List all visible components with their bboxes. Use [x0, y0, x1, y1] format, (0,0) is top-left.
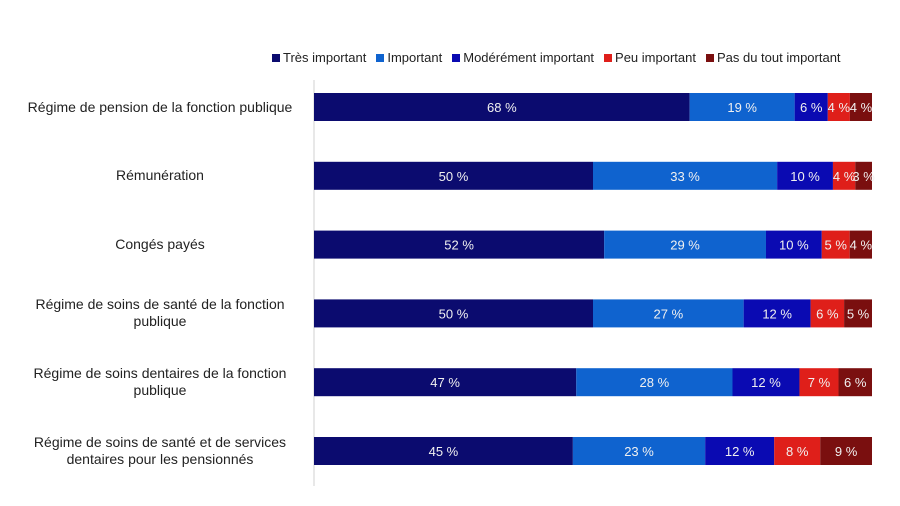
bar-segment — [593, 161, 778, 190]
data-label: 6 % — [800, 100, 823, 115]
bar-segment — [765, 230, 822, 259]
legend-swatch — [604, 53, 613, 62]
data-label: 50 % — [439, 306, 469, 321]
bar-segment — [794, 93, 828, 121]
legend-swatch — [705, 53, 714, 62]
legend-swatch — [376, 53, 385, 62]
data-label: 47 % — [430, 375, 460, 390]
bar-segment — [849, 93, 872, 121]
legend-label: Modérément important — [463, 50, 595, 65]
data-label: 9 % — [835, 444, 858, 459]
category-label: Régime de soins de santé de la fonction … — [35, 296, 285, 330]
bar-segment — [832, 161, 856, 190]
data-label: 50 % — [439, 169, 469, 184]
bar-segment — [774, 437, 821, 465]
bar-segment — [855, 161, 872, 190]
bar-segment — [820, 437, 872, 465]
bar-segment — [743, 299, 811, 328]
legend-label: Pas du tout important — [716, 50, 841, 65]
category-label: Congés payés — [115, 236, 205, 253]
legend-label: Très important — [283, 50, 367, 65]
data-label: 23 % — [624, 444, 654, 459]
category-label: Rémunération — [116, 167, 204, 184]
bar-segment — [732, 368, 800, 397]
data-label: 4 % — [850, 238, 873, 253]
bar-segment — [810, 299, 845, 328]
bar-segment — [572, 437, 706, 465]
data-label: 10 % — [790, 169, 820, 184]
legend-item: Peu important — [604, 50, 696, 65]
bar-segment — [314, 93, 690, 121]
data-label: 12 % — [762, 306, 792, 321]
data-label: 4 % — [833, 169, 856, 184]
data-label: 45 % — [429, 444, 459, 459]
data-label: 28 % — [640, 375, 670, 390]
data-label: 12 % — [725, 444, 755, 459]
category-label: Régime de soins dentaires de la fonction… — [33, 365, 287, 399]
data-label: 5 % — [847, 306, 870, 321]
legend-swatch — [272, 53, 280, 62]
category-label: Régime de soins de santé et de services … — [33, 434, 287, 467]
data-label: 29 % — [670, 238, 700, 253]
data-label: 6 % — [844, 375, 867, 390]
category-label: Régime de pension de la fonction publiqu… — [27, 98, 293, 115]
data-label: 4 % — [828, 100, 851, 115]
legend-swatch — [452, 53, 461, 62]
bar-segment — [705, 437, 775, 465]
legend-item: Très important — [272, 50, 366, 65]
bar-segment — [314, 437, 573, 465]
data-label: 33 % — [670, 169, 700, 184]
bar-segment — [849, 230, 872, 259]
bar-segment — [593, 299, 744, 328]
data-label: 6 % — [816, 306, 839, 321]
data-label: 52 % — [444, 238, 474, 253]
data-label: 19 % — [727, 100, 757, 115]
bar-segment — [799, 368, 839, 397]
bar-segment — [314, 299, 593, 328]
legend-label: Peu important — [615, 50, 696, 65]
legend-item: Important — [376, 50, 442, 65]
data-label: 12 % — [751, 375, 781, 390]
bar-segment — [576, 368, 733, 397]
bar-segment — [844, 299, 872, 328]
data-label: 3 % — [852, 169, 875, 184]
bar-segment — [827, 93, 850, 121]
data-label: 8 % — [786, 444, 809, 459]
bar-segment — [838, 368, 872, 397]
data-label: 7 % — [808, 375, 831, 390]
bar-segment — [821, 230, 850, 259]
bar-segment — [689, 93, 795, 121]
data-label: 68 % — [487, 100, 517, 115]
bar-segment — [314, 230, 605, 259]
legend-item: Modérément important — [452, 50, 594, 65]
data-label: 4 % — [850, 100, 873, 115]
legend-item: Pas du tout important — [705, 50, 841, 65]
bar-segment — [314, 368, 577, 397]
data-label: 5 % — [825, 238, 848, 253]
data-label: 10 % — [779, 238, 809, 253]
bar-segment — [314, 161, 593, 190]
bar-segment — [604, 230, 766, 259]
bar-segment — [777, 161, 833, 190]
data-label: 27 % — [654, 306, 684, 321]
legend: Très important Important Modérément import… — [272, 50, 841, 65]
legend-label: Important — [387, 50, 443, 65]
